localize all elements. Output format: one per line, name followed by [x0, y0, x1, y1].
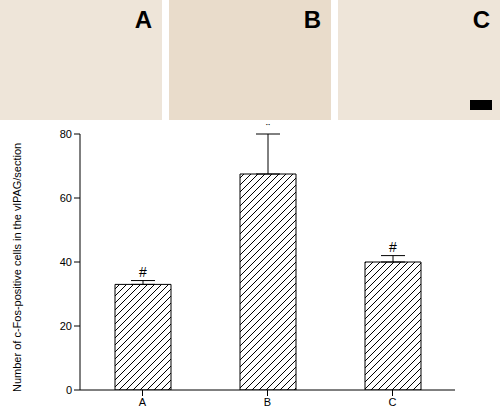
- svg-text:80: 80: [60, 128, 72, 140]
- svg-text:A: A: [139, 396, 147, 408]
- svg-text:#: #: [389, 239, 397, 255]
- svg-text:#: #: [139, 264, 147, 280]
- svg-text:40: 40: [60, 256, 72, 268]
- svg-text:C: C: [389, 396, 397, 408]
- svg-text:*: *: [265, 124, 271, 133]
- svg-text:60: 60: [60, 192, 72, 204]
- svg-text:Number of c-Fos-positive cells: Number of c-Fos-positive cells in the vl…: [11, 143, 23, 392]
- html-text:B: B: [303, 6, 321, 33]
- html-text:C: C: [472, 6, 490, 33]
- svg-text:20: 20: [60, 320, 72, 332]
- html-text:A: A: [134, 6, 152, 33]
- svg-text:0: 0: [66, 384, 72, 396]
- svg-text:B: B: [264, 396, 271, 408]
